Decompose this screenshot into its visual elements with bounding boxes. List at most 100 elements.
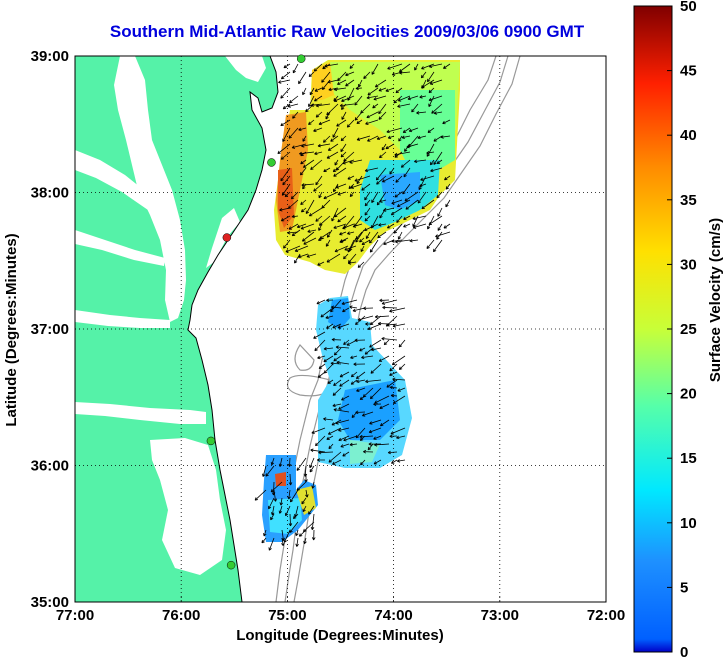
plot-frame [74,55,607,603]
velocity-arrow [350,183,363,189]
velocity-arrow [382,207,395,212]
velocity-arrow [296,481,307,491]
velocity-arrow [326,253,341,263]
velocity-arrow [316,299,326,305]
velocity-arrow [368,442,382,446]
velocity-arrow [379,403,390,409]
velocity-arrow [392,395,406,404]
velocity-arrow [361,411,374,417]
velocity-arrow [385,143,395,150]
velocity-arrow [339,237,349,243]
velocity-arrow [403,167,411,178]
colorbar-tick-label: 40 [680,127,697,144]
velocity-arrow [313,127,323,133]
velocity-arrow [288,127,299,139]
y-tick-label: 39:00 [31,48,69,65]
velocity-arrow [369,315,382,326]
velocity-arrow [337,79,347,85]
velocity-arrow [323,191,339,200]
velocity-arrow [332,323,342,329]
velocity-arrow [403,215,411,220]
x-tick-label: 74:00 [374,607,412,624]
velocity-arrow [417,191,427,204]
x-tick-label: 76:00 [162,607,200,624]
velocity-arrow [381,299,398,305]
velocity-arrow [281,183,291,196]
velocity-arrow [442,119,451,125]
velocity-arrow [302,521,315,533]
colorbar-tick-label: 25 [680,321,697,338]
velocity-arrow [357,315,374,322]
velocity-arrow [362,387,374,398]
velocity-arrow [374,395,390,404]
velocity-arrow [327,143,339,151]
velocity-arrow [296,457,307,471]
velocity-arrow [339,379,350,387]
velocity-arrow [261,465,267,477]
velocity-arrow [333,207,347,218]
radar-stations [206,54,306,570]
x-tick-label: 75:00 [268,607,306,624]
velocity-arrow [370,363,382,374]
velocity-arrow [396,435,406,440]
colorbar-tick-label: 15 [680,450,697,467]
velocity-arrow [433,151,443,165]
velocity-arrow [309,87,315,96]
velocity-arrow [343,339,350,346]
velocity-arrow [373,435,382,440]
velocity-arrow [288,223,299,230]
velocity-arrow [354,95,363,106]
velocity-arrow [287,231,299,235]
velocity-arrow [289,489,299,503]
velocity-arrow [298,127,307,132]
velocity-arrow [301,143,315,148]
velocity-arrow [332,167,339,173]
velocity-arrow [391,459,398,464]
velocity-arrow [402,127,411,133]
velocity-arrow [389,363,398,372]
velocity-arrow [409,238,419,243]
velocity-arrow [357,261,365,268]
velocity-arrow [311,529,316,541]
velocity-arrow [330,305,342,310]
velocity-arrow [282,175,291,186]
velocity-arrow [313,183,323,192]
velocity-arrow [364,207,371,216]
velocity-arrow [325,111,331,120]
velocity-arrow [374,79,387,88]
velocity-arrow [345,79,355,87]
velocity-arrow [381,143,387,151]
velocity-arrow [318,119,331,126]
velocity-arrow [336,119,347,127]
velocity-arrow [261,537,267,544]
velocity-arrow [332,403,342,408]
velocity-arrow [270,513,275,521]
velocity-arrow [428,215,443,226]
velocity-arrow [295,537,299,547]
velocity-arrow [333,87,347,92]
velocity-arrow [407,95,419,101]
velocity-arrow [285,245,301,253]
velocity-arrow [333,183,339,193]
velocity-arrow [376,175,387,185]
velocity-arrow [364,167,379,173]
x-tick-label: 77:00 [56,607,94,624]
velocity-arrow [356,119,363,125]
velocity-arrow [288,473,293,486]
velocity-arrow [398,339,406,348]
velocity-arrow [367,135,379,142]
james-river [75,310,170,328]
velocity-arrow [308,207,323,217]
velocity-arrow [331,337,342,342]
velocity-arrow [341,95,355,103]
velocity-arrow [416,111,427,115]
colorbar-tick-label: 0 [680,644,688,659]
velocity-arrow [379,199,387,203]
velocity-arrow [295,529,299,537]
velocity-arrow [333,223,347,229]
velocity-arrow [326,298,334,303]
velocity-arrow [371,63,379,75]
velocity-arrow [299,167,307,176]
velocity-arrow [326,323,334,329]
